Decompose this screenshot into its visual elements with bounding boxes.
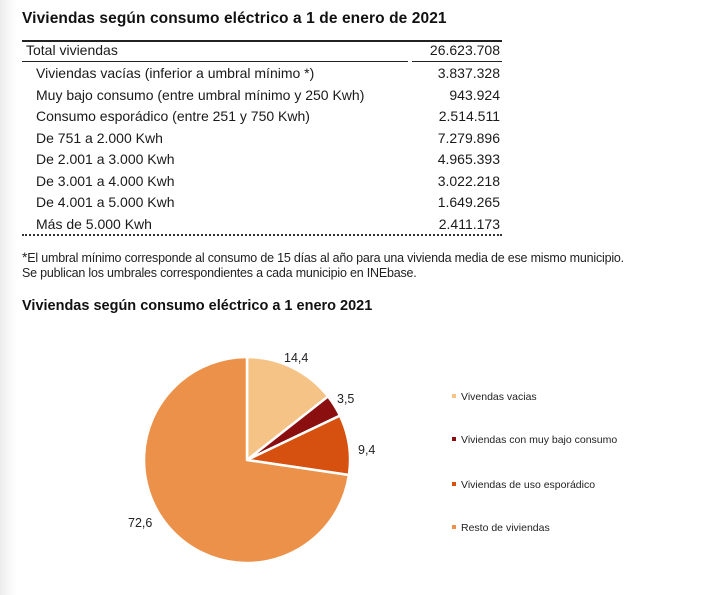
row-value: 26.623.708	[429, 42, 500, 58]
table-divider	[412, 61, 502, 62]
row-label: Viviendas vacías (inferior a umbral míni…	[36, 65, 315, 81]
table-row: De 4.001 a 5.000 Kwh 1.649.265	[22, 192, 502, 213]
row-value: 943.924	[449, 86, 500, 103]
legend-swatch-icon	[452, 394, 456, 399]
footnote-line-1: *El umbral mínimo corresponde al consumo…	[22, 249, 624, 266]
pie-value-label: 14,4	[284, 351, 309, 365]
row-label: De 2.001 a 3.000 Kwh	[36, 151, 175, 167]
table-top-rule	[22, 40, 502, 42]
row-value: 3.837.328	[437, 65, 500, 81]
chart-title: Viviendas según consumo eléctrico a 1 en…	[22, 298, 373, 314]
pie-value-label: 72,6	[128, 516, 153, 530]
legend-item: Vivendas vacias	[452, 390, 537, 404]
table-bottom-rule	[22, 234, 502, 236]
row-label: De 4.001 a 5.000 Kwh	[36, 194, 175, 210]
pie-slice	[245, 355, 330, 462]
pie-slices	[142, 355, 352, 565]
pie-slice	[142, 355, 351, 565]
row-value: 3.022.218	[437, 172, 500, 189]
pie-value-label: 9,4	[358, 443, 376, 457]
row-label: Más de 5.000 Kwh	[36, 215, 152, 232]
legend-item: Viviendas con muy bajo consumo	[452, 433, 617, 447]
table-row: Muy bajo consumo (entre umbral mínimo y …	[22, 85, 502, 106]
legend-swatch-icon	[452, 437, 456, 442]
legend-swatch-icon	[452, 525, 456, 530]
row-value: 2.514.511	[438, 108, 500, 124]
table-row: De 2.001 a 3.000 Kwh 4.965.393	[22, 149, 502, 170]
footnote-line-2: Se publican los umbrales correspondiente…	[22, 266, 417, 280]
table-row: Consumo esporádico (entre 251 y 750 Kwh)…	[22, 106, 502, 127]
table-row-total: Total viviendas 26.623.708	[22, 40, 502, 61]
row-label: Consumo esporádico (entre 251 y 750 Kwh)	[36, 108, 310, 124]
legend-item: Resto de viviendas	[452, 521, 550, 535]
footnote: *El umbral mínimo corresponde al consumo…	[22, 250, 624, 281]
legend-swatch-icon	[452, 482, 456, 487]
table-row: De 751 a 2.000 Kwh 7.279.896	[22, 128, 502, 149]
row-value: 1.649.265	[437, 194, 500, 210]
table-title: Viviendas según consumo eléctrico a 1 de…	[22, 10, 447, 27]
table-row: Viviendas vacías (inferior a umbral míni…	[22, 63, 502, 84]
row-label: Total viviendas	[26, 42, 118, 58]
row-value: 2.411.173	[438, 215, 500, 232]
table-divider	[22, 61, 408, 62]
legend-item: Viviendas de uso esporádico	[452, 478, 595, 492]
table-row: De 3.001 a 4.000 Kwh 3.022.218	[22, 171, 502, 192]
row-value: 7.279.896	[437, 129, 500, 146]
pie-value-label: 3,5	[337, 392, 355, 406]
row-label: Muy bajo consumo (entre umbral mínimo y …	[36, 86, 365, 103]
row-label: De 751 a 2.000 Kwh	[36, 129, 163, 146]
row-label: De 3.001 a 4.000 Kwh	[36, 172, 175, 189]
row-value: 4.965.393	[437, 151, 500, 167]
table-row: Más de 5.000 Kwh 2.411.173	[22, 214, 502, 235]
